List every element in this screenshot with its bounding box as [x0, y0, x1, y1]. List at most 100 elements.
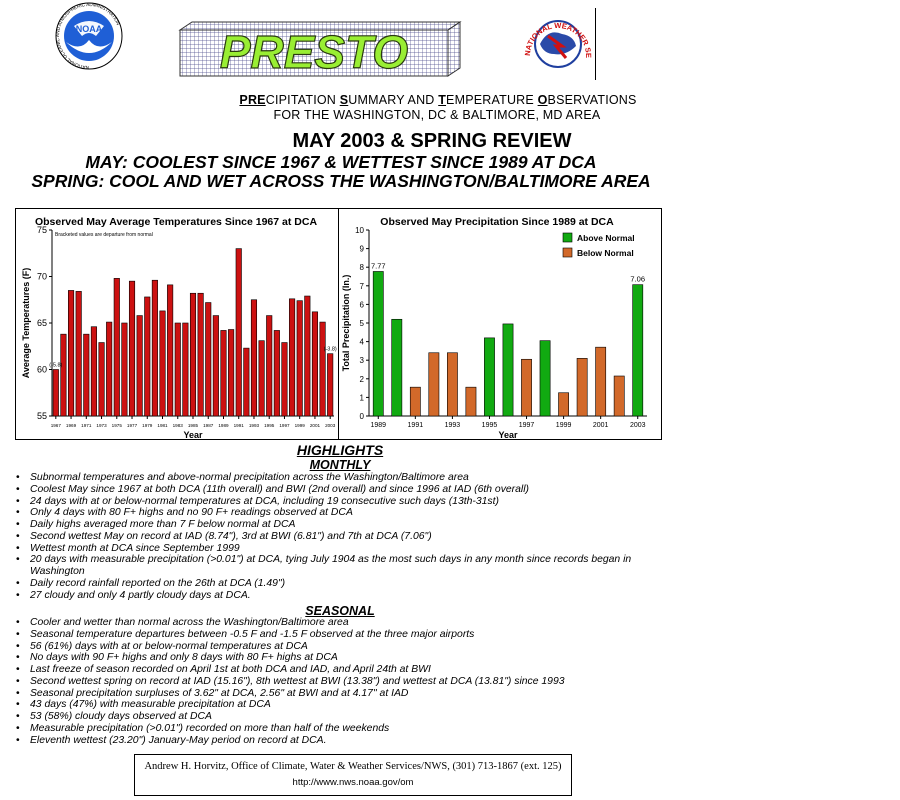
- bar-2001: [311, 311, 318, 417]
- x-tick-label: 1991: [234, 423, 245, 428]
- bar-1996: [273, 330, 280, 417]
- chart-title: Observed May Precipitation Since 1989 at…: [380, 216, 614, 228]
- precipitation-chart: Observed May Precipitation Since 1989 at…: [338, 208, 662, 440]
- data-label: (-5.8): [49, 363, 62, 369]
- legend-swatch-below: [562, 247, 573, 258]
- header-divider: [595, 8, 596, 80]
- monthly-highlight-item: Wettest month at DCA since September 199…: [14, 543, 654, 555]
- monthly-highlight-item: 20 days with measurable precipitation (>…: [14, 554, 654, 578]
- bar-2003: [632, 284, 644, 417]
- y-tick-label: 0: [360, 412, 365, 421]
- bar-1995: [266, 315, 273, 417]
- bar-1993: [447, 352, 458, 417]
- chart-title: Observed May Average Temperatures Since …: [35, 216, 317, 228]
- bar-1982: [167, 284, 174, 417]
- x-tick-label: 1987: [203, 423, 214, 428]
- y-tick-label: 70: [37, 272, 47, 282]
- report-subtitle: PRECIPITATION SUMMARY AND TEMPERATURE OB…: [239, 93, 637, 107]
- bar-2000: [576, 358, 588, 417]
- seasonal-highlight-item: Eleventh wettest (23.20") January-May pe…: [14, 735, 654, 747]
- x-tick-label: 1993: [445, 422, 461, 429]
- x-tick-label: 2003: [630, 422, 646, 429]
- bar-1992: [243, 347, 250, 417]
- monthly-highlight-item: Coolest May since 1967 at both DCA (11th…: [14, 484, 654, 496]
- x-tick-label: 1979: [142, 423, 153, 428]
- x-tick-label: 2003: [325, 423, 336, 428]
- x-tick-label: 1973: [96, 423, 107, 428]
- bar-1991: [409, 386, 421, 417]
- y-tick-label: 6: [360, 300, 365, 309]
- page-title: MAY 2003 & SPRING REVIEW: [292, 130, 572, 152]
- bar-1971: [83, 333, 90, 417]
- bar-1989: [372, 271, 384, 417]
- y-tick-label: 75: [37, 225, 47, 235]
- legend-label: Below Normal: [577, 248, 634, 258]
- x-tick-label: 1995: [482, 422, 498, 429]
- svg-text:NOAA: NOAA: [76, 24, 103, 34]
- seasonal-highlight-item: 53 (58%) cloudy days observed at DCA: [14, 711, 654, 723]
- presto-logo: PRESTO: [178, 20, 468, 79]
- monthly-highlight-item: 24 days with at or below-normal temperat…: [14, 496, 654, 508]
- x-tick-label: 2001: [593, 422, 609, 429]
- bar-1973: [98, 342, 105, 417]
- monthly-highlight-item: Subnormal temperatures and above-normal …: [14, 472, 654, 484]
- chart-note: Bracketed values are departure from norm…: [55, 232, 153, 238]
- bar-1979: [144, 296, 151, 417]
- bar-1998: [539, 340, 551, 417]
- bar-1978: [136, 315, 143, 417]
- footer-url[interactable]: http://www.nws.noaa.gov/om: [292, 777, 414, 788]
- x-tick-label: 1975: [112, 423, 123, 428]
- x-tick-label: 2001: [310, 423, 321, 428]
- bar-1984: [182, 322, 189, 417]
- bar-1997: [521, 358, 532, 417]
- bar-1990: [228, 329, 235, 417]
- bar-1993: [250, 299, 258, 417]
- y-tick-label: 1: [360, 393, 365, 402]
- monthly-heading: MONTHLY: [309, 458, 371, 472]
- x-tick-label: 1997: [279, 423, 290, 428]
- report-region: FOR THE WASHINGTON, DC & BALTIMORE, MD A…: [273, 108, 601, 122]
- x-tick-label: 1999: [295, 423, 306, 428]
- x-tick-label: 1971: [81, 423, 92, 428]
- bar-1992: [428, 352, 440, 417]
- bar-1988: [212, 315, 219, 417]
- legend-swatch-above: [562, 232, 573, 243]
- bar-1975: [113, 278, 120, 417]
- seasonal-highlight-item: 43 days (47%) with measurable precipitat…: [14, 699, 654, 711]
- y-axis-label: Average Temperatures (F): [21, 268, 31, 379]
- seasonal-highlight-item: Seasonal precipitation surpluses of 3.62…: [14, 688, 654, 700]
- y-tick-label: 10: [355, 226, 364, 235]
- bar-2001: [595, 346, 607, 417]
- x-tick-label: 1997: [519, 422, 535, 429]
- seasonal-highlight-item: 56 (61%) days with at or below-normal te…: [14, 641, 654, 653]
- bar-1974: [106, 321, 113, 417]
- x-tick-label: 1989: [370, 422, 386, 429]
- seasonal-highlight-item: Last freeze of season recorded on April …: [14, 664, 654, 676]
- bar-1999: [296, 300, 303, 417]
- x-tick-label: 1989: [218, 423, 229, 428]
- x-axis-label: Year: [498, 430, 518, 439]
- x-tick-label: 1981: [157, 423, 168, 428]
- bar-1969: [68, 290, 75, 417]
- temperature-chart: Observed May Average Temperatures Since …: [15, 208, 340, 440]
- bar-1995: [484, 337, 495, 417]
- data-label: 7.06: [630, 275, 645, 284]
- bar-2003: [327, 353, 334, 417]
- monthly-highlight-item: Daily record rainfall reported on the 26…: [14, 578, 654, 590]
- bar-2002: [613, 375, 625, 417]
- bar-1994: [465, 386, 477, 417]
- y-tick-label: 7: [360, 282, 365, 291]
- x-tick-label: 1993: [249, 423, 260, 428]
- y-tick-label: 5: [360, 319, 365, 328]
- seasonal-highlight-item: Second wettest spring on record at IAD (…: [14, 676, 654, 688]
- y-axis-label: Total Precipitation (In.): [341, 275, 351, 372]
- monthly-highlight-item: 27 cloudy and only 4 partly cloudy days …: [14, 590, 654, 602]
- bar-1999: [558, 392, 569, 417]
- seasonal-highlight-item: Measurable precipitation (>0.01") record…: [14, 723, 654, 735]
- bar-1990: [391, 318, 403, 417]
- monthly-highlights-list: Subnormal temperatures and above-normal …: [14, 472, 654, 601]
- footer-credit: Andrew H. Horvitz, Office of Climate, Wa…: [134, 754, 572, 796]
- seasonal-highlight-item: No days with 90 F+ highs and only 8 days…: [14, 652, 654, 664]
- data-label: 7.77: [371, 261, 386, 270]
- y-tick-label: 65: [37, 318, 47, 328]
